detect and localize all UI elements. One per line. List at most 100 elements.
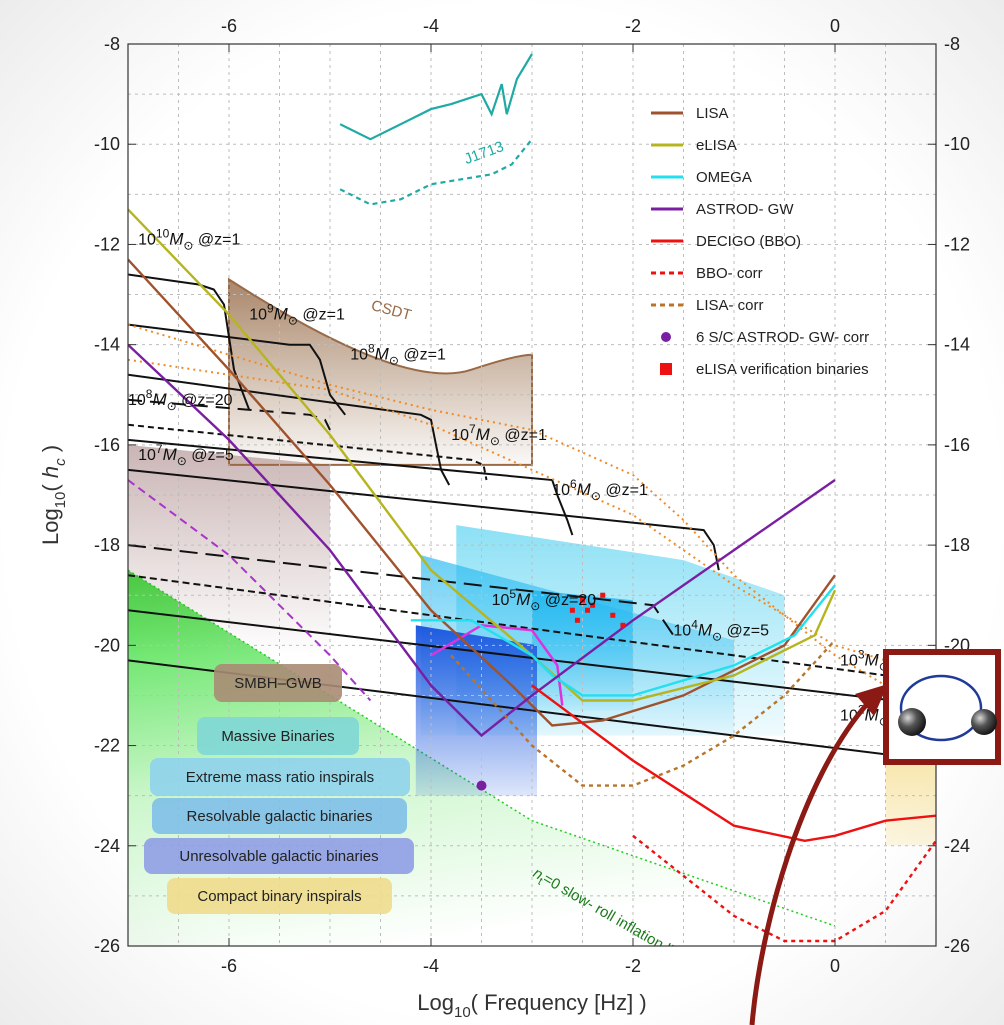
mass-label-part: M <box>516 590 531 609</box>
legend-label-elisa-verification-binaries: eLISA verification binaries <box>696 361 869 378</box>
x-tick-label: 0 <box>830 956 840 976</box>
legend-label-omega: OMEGA <box>696 169 752 186</box>
y-tick-label-right: -14 <box>944 335 970 355</box>
smbh-source-track <box>128 323 346 416</box>
mass-label: 107M⊙ @z=5 <box>138 442 234 468</box>
mass-label-part: ⊙ <box>591 489 601 503</box>
series-point-elisa-verification-binaries <box>620 622 626 628</box>
mass-label: 106M⊙ @z=1 <box>552 477 648 503</box>
x-axis-title-part: ( Frequency [Hz] ) <box>471 990 647 1015</box>
mass-label-part: @z=1 <box>399 347 446 364</box>
callout-box <box>883 649 1001 765</box>
legend-label-elisa: eLISA <box>696 137 737 154</box>
y-tick-label: -18 <box>94 535 120 555</box>
x-axis-title: Log10( Frequency [Hz] ) <box>417 990 646 1021</box>
mass-label-part: @z=1 <box>193 231 240 248</box>
mass-label-part: 5 <box>509 587 516 601</box>
region-box <box>197 717 359 755</box>
y-tick-label: -10 <box>94 134 120 154</box>
y-axis-title-part: 10 <box>52 492 69 509</box>
y-tick-label: -12 <box>94 234 120 254</box>
y-tick-label-right: -12 <box>944 234 970 254</box>
mass-label-part: 8 <box>368 342 375 356</box>
series-line-bbo-corr <box>632 834 936 943</box>
series-point-elisa-verification-binaries <box>580 597 585 603</box>
smbh-source-track <box>128 544 675 636</box>
mass-label-part: ⊙ <box>183 238 193 252</box>
mass-label-part: @z=1 <box>298 307 345 324</box>
mass-label-part: 10 <box>156 226 170 240</box>
y-tick-label-right: -26 <box>944 936 970 956</box>
mass-label: 108M⊙ @z=20 <box>128 387 233 413</box>
callout-arrow-head <box>855 684 888 716</box>
mass-label-part: 6 <box>570 477 577 491</box>
legend-label-decigo-bbo: DECIGO (BBO) <box>696 233 801 250</box>
x-tick-label: -6 <box>221 956 237 976</box>
mass-label-part: @z=20 <box>177 392 233 409</box>
mass-label-part: 4 <box>691 617 698 631</box>
plot-border <box>127 43 937 947</box>
region-box-label: Resolvable galactic binaries <box>187 808 373 825</box>
binary-star-right <box>971 709 997 735</box>
mass-label-part: M <box>476 425 491 444</box>
series-point-elisa-verification-binaries <box>590 602 596 608</box>
y-tick-label: -16 <box>94 435 120 455</box>
mass-label-part: 10 <box>138 231 156 248</box>
resolvable-binaries-region <box>532 590 633 711</box>
series-point-elisa-verification-binaries <box>574 617 580 623</box>
slow-roll-limit-edge <box>128 569 836 927</box>
x-tick-label: -4 <box>423 956 439 976</box>
x-tick-label-top: 0 <box>830 16 840 36</box>
y-axis-title-part: c <box>52 458 69 466</box>
x-axis-title-part: 10 <box>454 1004 471 1021</box>
mass-label-part: @z=5 <box>722 622 769 639</box>
y-tick-label-right: -16 <box>944 435 970 455</box>
y-tick-label: -24 <box>94 836 120 856</box>
region-box <box>144 838 414 874</box>
mass-label-part: 10 <box>128 392 146 409</box>
region-box <box>167 878 392 914</box>
y-axis-title-part: ( <box>38 478 63 491</box>
mass-label: 108M⊙ @z=1 <box>350 342 446 368</box>
series-point-elisa-verification-binaries <box>600 592 606 598</box>
y-tick-label-right: -24 <box>944 836 970 856</box>
x-tick-label-top: -4 <box>423 16 439 36</box>
series-point-elisa-verification-binaries <box>610 612 616 618</box>
legend-label-lisa: LISA <box>696 105 729 122</box>
mass-label-part: 10 <box>138 447 156 464</box>
mass-label-part: M <box>865 650 880 669</box>
plot-frame <box>127 43 937 947</box>
mass-label-part: 7 <box>469 422 476 436</box>
mass-label: 104M⊙ @z=5 <box>673 617 769 643</box>
y-tick-label: -26 <box>94 936 120 956</box>
legend-label-6-s-c-astrod-gw-corr: 6 S/C ASTROD- GW- corr <box>696 329 869 346</box>
x-tick-label: -2 <box>625 956 641 976</box>
mass-label-part: 8 <box>146 387 153 401</box>
smbh-source-track <box>128 423 488 481</box>
unresolvable-binaries-region <box>415 625 537 796</box>
mass-label-part: ⊙ <box>288 314 298 328</box>
j1713-curve <box>339 53 533 141</box>
mass-label-part: ⊙ <box>389 354 399 368</box>
mass-label-part: ⊙ <box>490 434 500 448</box>
mass-label-part: M <box>163 445 178 464</box>
legend-swatch-elisa-verification-binaries <box>660 363 672 375</box>
mass-label-part: ⊙ <box>167 399 177 413</box>
y-tick-label: -14 <box>94 335 120 355</box>
smbh-source-track <box>128 468 720 571</box>
orbit-ellipse <box>899 674 983 742</box>
mass-label-part: ⊙ <box>530 599 540 613</box>
mass-label-part: 7 <box>156 442 163 456</box>
y-tick-label-right: -18 <box>944 535 970 555</box>
y-tick-label: -8 <box>104 34 120 54</box>
region-box-label: Unresolvable galactic binaries <box>179 848 378 865</box>
y-axis-title: Log10( hc ) <box>38 445 69 545</box>
region-box <box>152 798 407 834</box>
mass-label-part: M <box>577 480 592 499</box>
mass-label: 105M⊙ @z=20 <box>492 587 597 613</box>
x-axis-title-part: Log <box>417 990 454 1015</box>
mass-label-part: M <box>698 620 713 639</box>
mass-label-part: ⊙ <box>177 454 187 468</box>
smbh-source-track <box>128 398 331 431</box>
